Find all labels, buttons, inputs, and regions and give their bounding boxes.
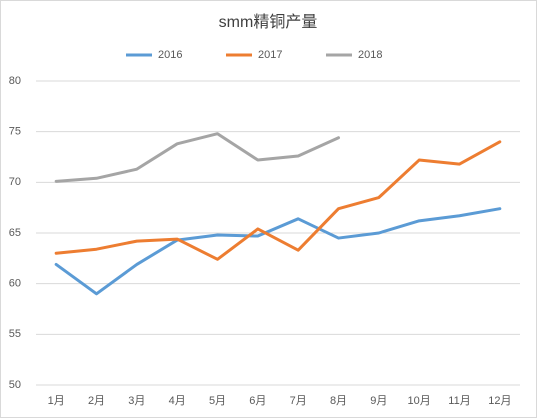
chart-title: smm精铜产量	[219, 13, 318, 31]
y-tick-label: 65	[9, 227, 21, 239]
x-tick-label: 4月	[169, 395, 186, 407]
y-tick-label: 55	[9, 328, 21, 340]
x-tick-label: 8月	[330, 395, 347, 407]
x-tick-label: 5月	[209, 395, 226, 407]
x-tick-label: 6月	[249, 395, 266, 407]
y-tick-label: 50	[9, 379, 21, 391]
y-tick-label: 75	[9, 126, 21, 138]
x-tick-label: 12月	[488, 395, 511, 407]
legend-label: 2018	[358, 49, 382, 61]
y-tick-label: 60	[9, 278, 21, 290]
legend-label: 2016	[158, 49, 182, 61]
legend-label: 2017	[258, 49, 282, 61]
series-line	[54, 132, 340, 183]
x-tick-label: 2月	[88, 395, 105, 407]
series-line	[54, 140, 502, 261]
x-tick-label: 7月	[290, 395, 307, 407]
x-tick-label: 10月	[408, 395, 431, 407]
y-tick-label: 70	[9, 176, 21, 188]
x-tick-label: 9月	[370, 395, 387, 407]
series-line	[54, 207, 502, 296]
x-tick-label: 1月	[48, 395, 65, 407]
y-tick-label: 80	[9, 75, 21, 87]
x-tick-label: 11月	[448, 395, 470, 407]
x-tick-label: 3月	[128, 395, 145, 407]
